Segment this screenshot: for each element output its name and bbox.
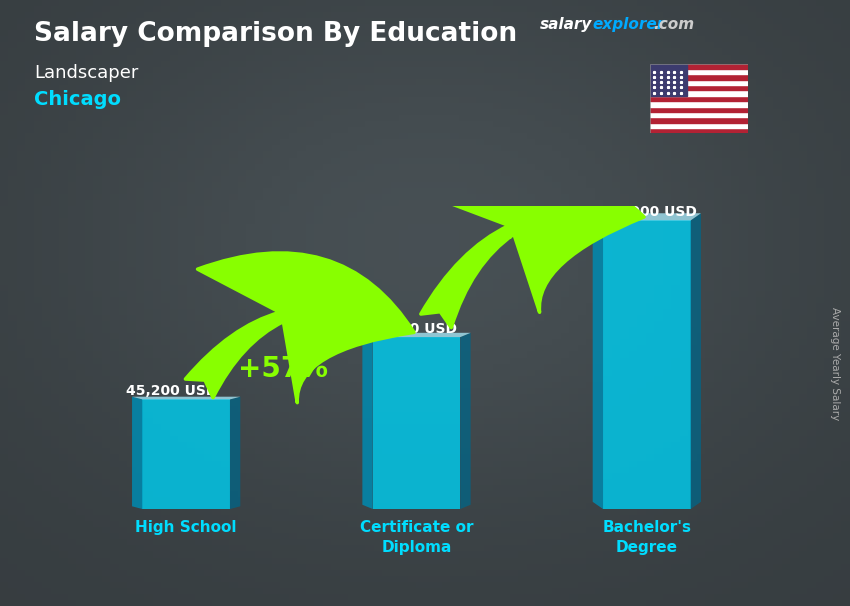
Bar — [650, 122, 748, 128]
Text: explorer: explorer — [592, 17, 665, 32]
Text: Chicago: Chicago — [34, 90, 121, 108]
Polygon shape — [132, 397, 241, 399]
Bar — [650, 85, 748, 90]
Polygon shape — [690, 213, 701, 509]
FancyArrowPatch shape — [421, 164, 644, 328]
Text: Salary Comparison By Education: Salary Comparison By Education — [34, 21, 517, 47]
Text: 70,900 USD: 70,900 USD — [366, 322, 456, 336]
Polygon shape — [592, 213, 701, 221]
Text: 45,200 USD: 45,200 USD — [127, 384, 218, 398]
Bar — [650, 112, 748, 117]
Bar — [650, 96, 748, 101]
Bar — [143, 399, 230, 509]
Polygon shape — [362, 333, 373, 509]
Text: .com: .com — [654, 17, 694, 32]
Bar — [650, 69, 748, 75]
Bar — [373, 337, 460, 509]
Text: +68%: +68% — [498, 216, 588, 244]
Polygon shape — [230, 397, 241, 509]
Polygon shape — [460, 333, 471, 509]
Bar — [650, 75, 748, 80]
Bar — [650, 101, 748, 107]
Bar — [650, 107, 748, 112]
FancyArrowPatch shape — [185, 253, 414, 402]
Bar — [650, 64, 688, 96]
Text: Landscaper: Landscaper — [34, 64, 139, 82]
Bar — [650, 117, 748, 122]
Text: 119,000 USD: 119,000 USD — [596, 205, 697, 219]
Bar — [650, 64, 748, 69]
Polygon shape — [132, 397, 143, 509]
Polygon shape — [362, 333, 471, 337]
Bar — [650, 128, 748, 133]
Text: salary: salary — [540, 17, 592, 32]
Bar — [603, 221, 690, 509]
Polygon shape — [592, 213, 603, 509]
Text: +57%: +57% — [238, 355, 328, 383]
Bar — [650, 90, 748, 96]
Text: Average Yearly Salary: Average Yearly Salary — [830, 307, 840, 420]
Bar — [650, 80, 748, 85]
